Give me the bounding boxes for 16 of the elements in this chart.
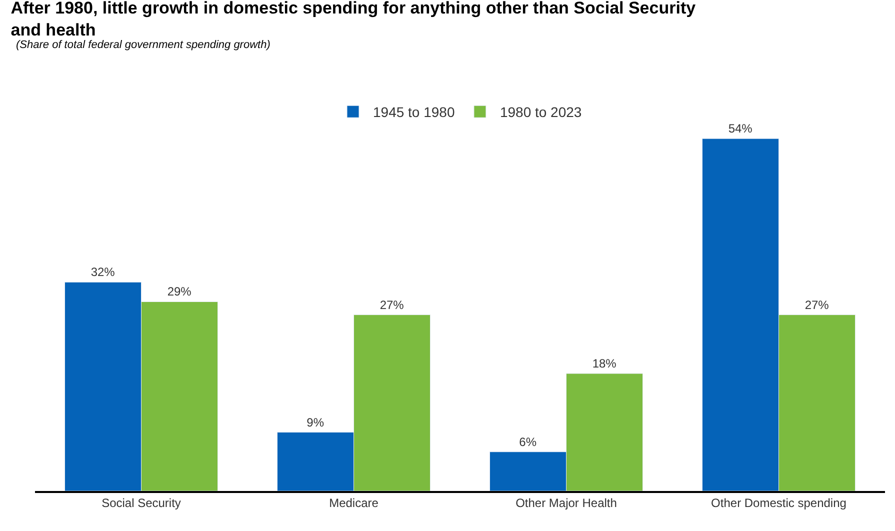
data-label: 9% [306,415,324,430]
x-tick-label: Other Major Health [516,496,617,510]
x-tick-label: Social Security [102,496,181,510]
data-label: 29% [167,284,192,299]
data-label: 54% [728,122,753,136]
chart-subtitle: (Share of total federal government spending growth) [16,39,271,51]
data-label: 6% [519,434,537,449]
data-label: 27% [380,298,404,312]
legend-label: 1980 to 2023 [500,104,582,120]
x-tick-label: Other Domestic spending [711,496,846,510]
chart-title: After 1980, little growth in domestic spending for anything other than Social Security and health [10,0,696,40]
data-label: 32% [90,265,116,280]
data-label: 18% [592,356,617,371]
x-tick-label: Medicare [329,496,379,510]
legend-label: 1945 to 1980 [373,104,455,120]
data-label: 27% [804,298,830,312]
